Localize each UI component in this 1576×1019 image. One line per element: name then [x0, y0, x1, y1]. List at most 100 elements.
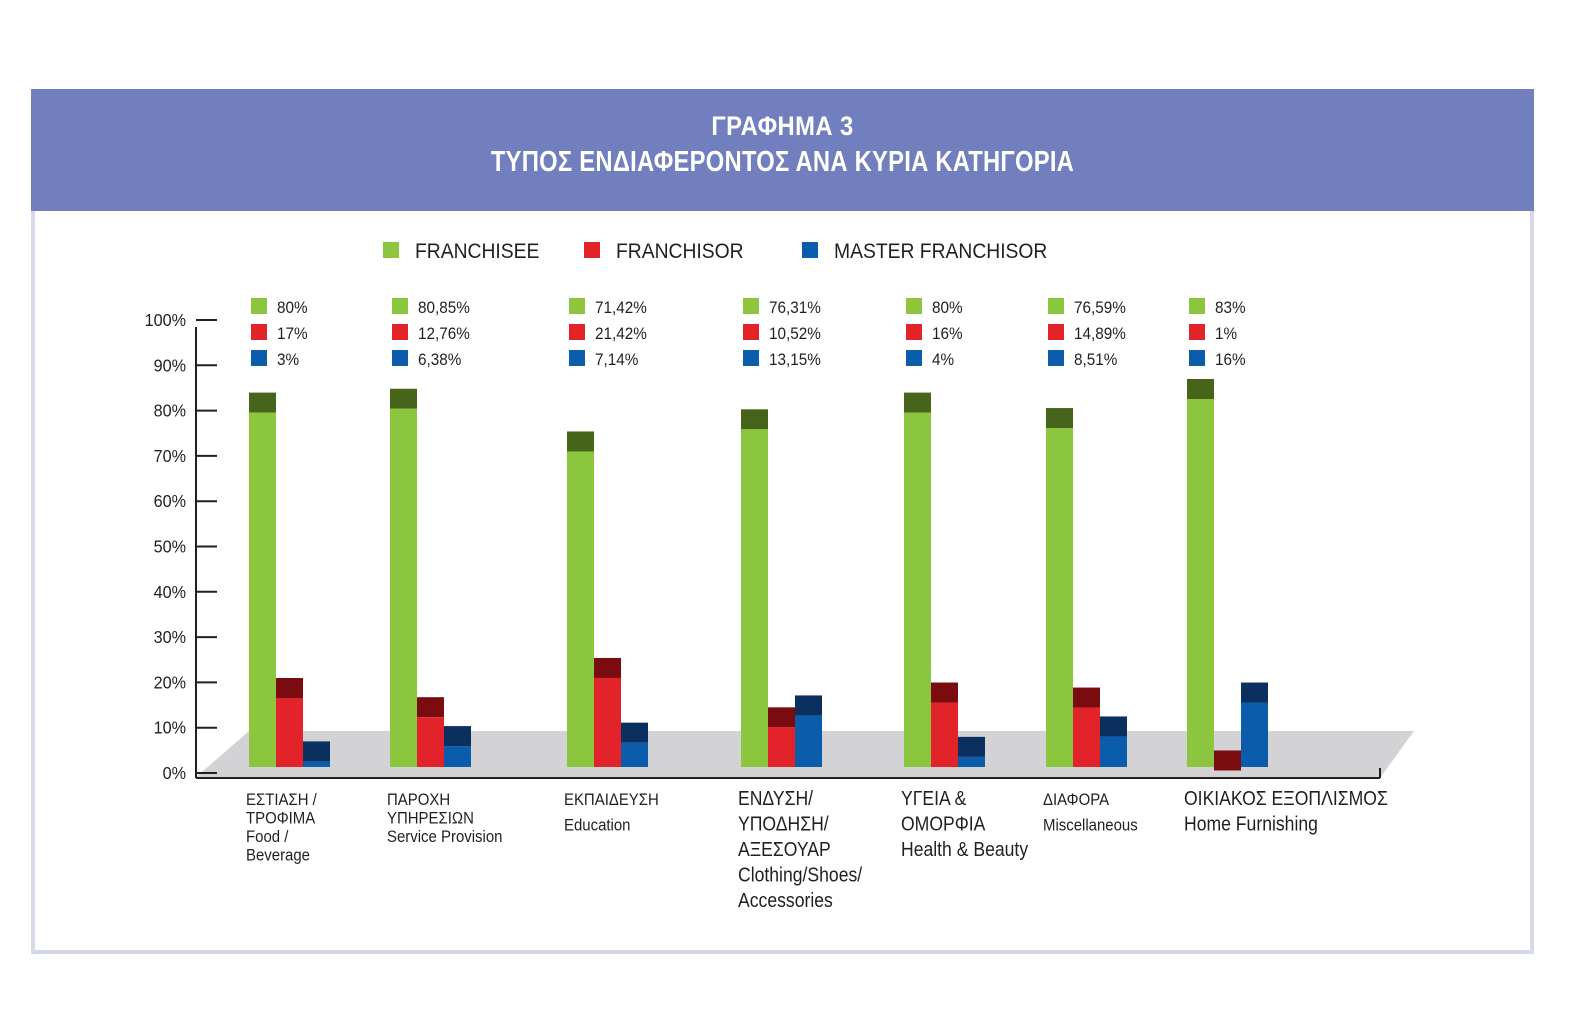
data-label-franchisor: 10,52% [769, 324, 821, 343]
value-label-swatch-franchisee [251, 298, 267, 314]
legend-swatch-franchisor [584, 242, 600, 258]
chart-title: ΤΥΠΟΣ ΕΝΔΙΑΦΕΡΟΝΤΟΣ ΑΝΑ ΚΥΡΙΑ ΚΑΤΗΓΟΡΙΑ [490, 146, 1075, 178]
value-label-swatch-master [569, 350, 585, 366]
bar-franchisee [1046, 428, 1073, 767]
value-label-swatch-master [906, 350, 922, 366]
value-label-swatch-franchisor [392, 324, 408, 340]
bar-cap-franchisor [417, 697, 444, 718]
data-label-master: 13,15% [769, 350, 821, 369]
bar-cap-franchisee [390, 388, 417, 409]
value-label-swatch-franchisee [1189, 298, 1205, 314]
category-label: Education [564, 817, 630, 835]
data-label-franchisor: 1% [1215, 324, 1237, 343]
value-label-swatch-master [392, 350, 408, 366]
bar-cap-franchisee [567, 431, 594, 452]
data-label-franchisee: 80,85% [418, 298, 470, 317]
category-label: ΥΠΟΔΗΣΗ/ [738, 812, 829, 834]
value-label-swatch-master [1189, 350, 1205, 366]
bar-cap-master [444, 726, 471, 747]
category-label: Health & Beauty [901, 838, 1029, 860]
bar-master [958, 756, 985, 767]
bar-cap-master [303, 741, 330, 762]
value-label-swatch-franchisor [569, 324, 585, 340]
bar-cap-franchisee [1187, 379, 1214, 400]
category-label: Beverage [246, 847, 310, 865]
legend-label-franchisee: FRANCHISEE [415, 240, 539, 263]
data-label-franchisee: 83% [1215, 298, 1246, 317]
legend-label-franchisor: FRANCHISOR [616, 240, 744, 263]
bar-master [444, 746, 471, 767]
category-label: Food / [246, 828, 289, 846]
value-label-swatch-master [251, 350, 267, 366]
bar-cap-franchisee [741, 409, 768, 430]
category-label: Accessories [738, 889, 833, 911]
bar-franchisee [390, 408, 417, 767]
data-label-franchisee: 80% [932, 298, 963, 317]
y-tick-label: 90% [154, 356, 186, 376]
bar-cap-franchisor [1073, 687, 1100, 708]
bar-franchisor [594, 677, 621, 767]
bar-cap-franchisee [249, 392, 276, 413]
bar-franchisor [768, 727, 795, 767]
value-label-swatch-franchisor [743, 324, 759, 340]
bar-cap-master [958, 736, 985, 757]
bar-cap-master [795, 695, 822, 716]
value-label-swatch-franchisee [569, 298, 585, 314]
bar-franchisor [417, 717, 444, 767]
value-label-swatch-master [743, 350, 759, 366]
value-label-swatch-franchisee [392, 298, 408, 314]
bar-cap-master [1241, 682, 1268, 703]
bar-franchisee [741, 429, 768, 767]
bar-franchisee [904, 412, 931, 767]
data-label-franchisor: 14,89% [1074, 324, 1126, 343]
value-label-swatch-franchisee [906, 298, 922, 314]
data-label-master: 16% [1215, 350, 1246, 369]
y-tick-label: 40% [154, 582, 186, 602]
value-label-swatch-franchisor [251, 324, 267, 340]
category-label: ΥΠΗΡΕΣΙΩΝ [387, 810, 474, 828]
bar-franchisor [931, 702, 958, 767]
bar-franchisee [567, 451, 594, 767]
y-tick-label: 0% [163, 763, 186, 783]
data-label-master: 7,14% [595, 350, 638, 369]
bar-master [621, 742, 648, 767]
legend-swatch-master [802, 242, 818, 258]
y-tick-label: 30% [154, 627, 186, 647]
legend-swatch-franchisee [383, 242, 399, 258]
value-label-swatch-franchisor [906, 324, 922, 340]
data-label-franchisee: 71,42% [595, 298, 647, 317]
category-label: ΠΑΡΟΧΗ [387, 791, 450, 809]
bar-cap-franchisee [904, 392, 931, 413]
category-label: Miscellaneous [1043, 817, 1138, 835]
bar-franchisor [276, 697, 303, 767]
bar-franchisee [249, 412, 276, 767]
legend-label-master: MASTER FRANCHISOR [834, 240, 1047, 263]
value-label-swatch-franchisee [1048, 298, 1064, 314]
category-label: ΤΡΟΦΙΜΑ [246, 810, 316, 828]
category-label: Clothing/Shoes/ [738, 863, 863, 885]
data-label-master: 6,38% [418, 350, 461, 369]
category-label: ΑΞΕΣΟΥΑΡ [738, 838, 831, 860]
bar-franchisee [1187, 399, 1214, 767]
bar-cap-franchisor [768, 707, 795, 728]
category-label: ΕΚΠΑΙΔΕΥΣΗ [564, 791, 659, 809]
chart-number-title: ΓΡΑΦΗΜΑ 3 [711, 111, 854, 141]
data-label-franchisee: 76,59% [1074, 298, 1126, 317]
category-label: Home Furnishing [1184, 812, 1318, 834]
category-label: ΕΝΔΥΣΗ/ [738, 787, 814, 809]
category-label: ΥΓΕΙΑ & [901, 787, 967, 809]
bar-cap-franchisor [931, 682, 958, 703]
title-banner: ΓΡΑΦΗΜΑ 3 ΤΥΠΟΣ ΕΝΔΙΑΦΕΡΟΝΤΟΣ ΑΝΑ ΚΥΡΙΑ … [31, 89, 1534, 211]
bar-cap-franchisor [594, 657, 621, 678]
data-label-franchisor: 21,42% [595, 324, 647, 343]
chart-frame [31, 89, 1534, 954]
category-label: ΟΜΟΡΦΙΑ [901, 812, 986, 834]
data-label-master: 4% [932, 350, 954, 369]
bar-franchisor [1073, 707, 1100, 767]
bar-master [795, 715, 822, 767]
value-label-swatch-franchisee [743, 298, 759, 314]
y-tick-label: 20% [154, 673, 186, 693]
bar-cap-franchisor [276, 677, 303, 698]
data-label-franchisor: 16% [932, 324, 963, 343]
